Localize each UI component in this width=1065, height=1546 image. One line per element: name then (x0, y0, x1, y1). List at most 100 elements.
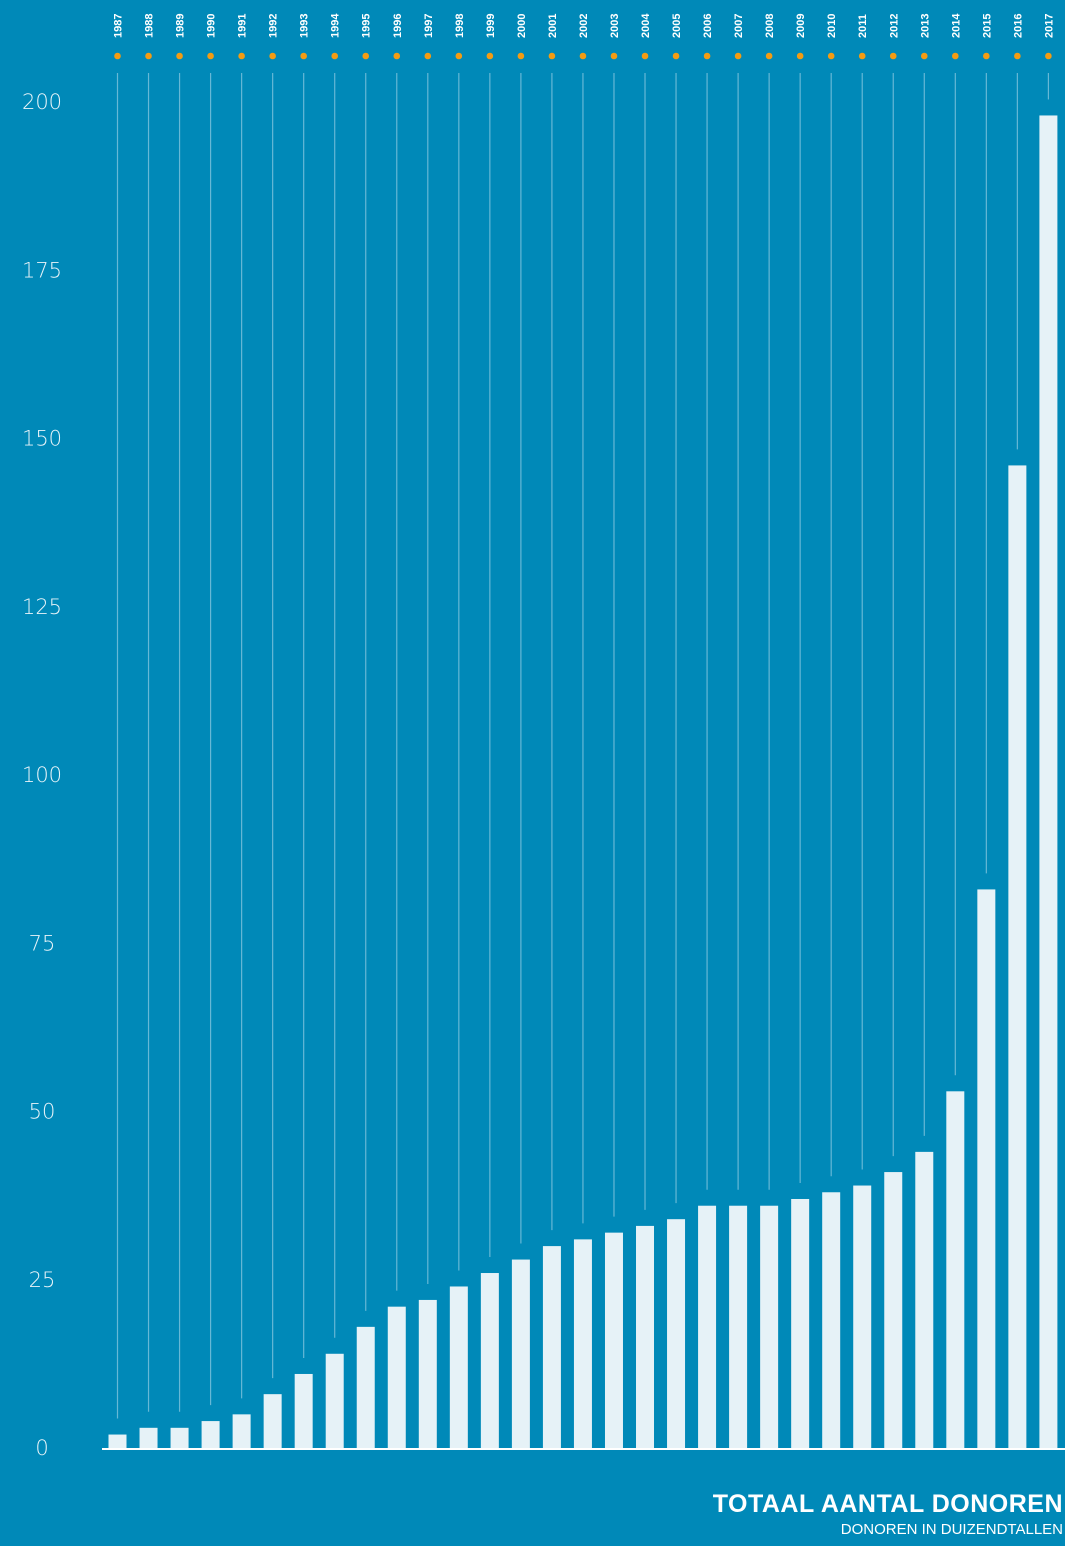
bar (139, 1427, 158, 1448)
year-dot (455, 52, 463, 60)
y-tick-label: 150 (22, 427, 62, 451)
x-tick-label: 2009 (795, 14, 807, 38)
x-tick-label: 1995 (361, 14, 373, 38)
x-tick-label: 1987 (113, 14, 125, 38)
year-stems (116, 73, 1050, 1419)
year-dot (827, 52, 835, 60)
year-dot (796, 52, 804, 60)
bar (573, 1239, 592, 1448)
y-tick-label: 175 (22, 258, 62, 282)
y-tick-label: 0 (35, 1436, 48, 1460)
bar (853, 1185, 872, 1448)
bar (511, 1259, 530, 1448)
year-dot (641, 52, 649, 60)
year-dot (548, 52, 556, 60)
x-tick-label: 2008 (764, 14, 776, 38)
y-tick-label: 75 (29, 931, 56, 955)
year-dot (1014, 52, 1021, 60)
x-tick-label: 1991 (237, 14, 249, 38)
y-tick-label: 25 (29, 1268, 56, 1292)
year-dot (920, 52, 928, 60)
bar (542, 1246, 561, 1448)
year-dot (114, 52, 121, 60)
x-tick-label: 1993 (299, 14, 311, 38)
x-tick-label: 1998 (454, 14, 466, 38)
bar (915, 1151, 934, 1448)
bar (108, 1434, 127, 1448)
bar (1008, 465, 1027, 1448)
bar (1039, 115, 1058, 1449)
x-tick-label: 2010 (826, 14, 838, 38)
bar (636, 1225, 655, 1448)
bar (667, 1219, 686, 1448)
bar (356, 1326, 375, 1448)
x-tick-label: 2005 (671, 14, 683, 38)
x-tick-label: 2006 (702, 14, 714, 38)
y-axis-ticks: 0 25 50 75 100 125 150 175 200 (22, 90, 62, 1460)
year-dot (362, 52, 370, 60)
bar (201, 1421, 220, 1448)
x-tick-label: 2011 (857, 14, 869, 38)
bar (449, 1286, 468, 1448)
year-dot (145, 52, 152, 60)
bar (325, 1353, 344, 1448)
x-tick-label: 2001 (547, 14, 559, 38)
year-dot (176, 52, 183, 60)
x-axis-ticks: 1987 1988 1989 1990 1991 1992 1993 1994 1995 1996… (113, 13, 1056, 38)
x-tick-label: 2012 (888, 14, 900, 38)
x-tick-label: 1997 (423, 14, 435, 38)
bar (170, 1427, 189, 1448)
x-tick-label: 2014 (950, 13, 962, 38)
x-tick-label: 2000 (516, 14, 528, 38)
x-tick-label: 2015 (981, 14, 993, 38)
year-dot (734, 52, 742, 60)
year-dots (114, 52, 1052, 60)
chart-title: TOTAAL AANTAL DONOREN (712, 1490, 1063, 1518)
x-tick-label: 1988 (144, 14, 156, 38)
year-dot (300, 52, 307, 60)
year-dot (952, 52, 959, 60)
y-tick-label: 200 (22, 90, 62, 114)
year-dot (517, 52, 525, 60)
year-dot (858, 52, 866, 60)
year-dot (765, 52, 773, 60)
year-dot (703, 52, 711, 60)
year-dot (331, 52, 339, 60)
x-tick-label: 1992 (268, 14, 280, 38)
x-tick-label: 1989 (175, 14, 187, 38)
chart-subtitle: DONOREN IN DUIZENDTALLEN (840, 1521, 1063, 1538)
y-tick-label: 100 (22, 763, 62, 787)
bar (884, 1172, 903, 1448)
bar (232, 1414, 251, 1448)
year-dot (486, 52, 494, 60)
year-dot (207, 52, 214, 60)
bar (977, 889, 996, 1448)
x-tick-label: 2003 (609, 14, 621, 38)
bar (946, 1091, 965, 1448)
bar (760, 1205, 779, 1448)
year-dot (610, 52, 618, 60)
year-dot (983, 52, 990, 60)
bar (698, 1205, 717, 1448)
x-tick-label: 1996 (392, 14, 404, 38)
year-dot (238, 52, 245, 60)
year-dot (889, 52, 897, 60)
x-tick-label: 2007 (733, 14, 745, 38)
year-dot (672, 52, 680, 60)
x-tick-label: 2004 (640, 13, 652, 38)
bar (791, 1198, 810, 1448)
year-dot (393, 52, 401, 60)
bar (387, 1306, 406, 1448)
y-tick-label: 125 (22, 595, 62, 619)
x-tick-label: 2013 (919, 14, 931, 38)
year-dot (1045, 52, 1052, 60)
bar (822, 1192, 841, 1448)
bar (604, 1232, 623, 1448)
y-tick-label: 50 (29, 1100, 56, 1124)
bar (294, 1373, 313, 1448)
bar (263, 1394, 282, 1448)
year-dot (424, 52, 432, 60)
year-dot (579, 52, 587, 60)
